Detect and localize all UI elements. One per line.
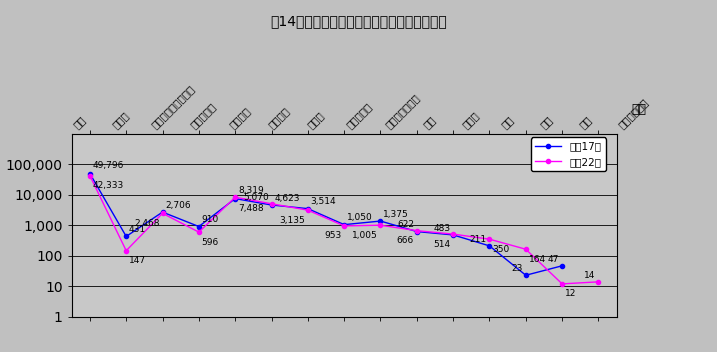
Text: 49,796: 49,796 — [92, 161, 124, 170]
Text: 1,005: 1,005 — [352, 231, 378, 240]
平成22年 — [231, 195, 239, 199]
平成22年 — [594, 280, 603, 284]
Text: 514: 514 — [433, 240, 450, 249]
Text: 14: 14 — [584, 271, 596, 280]
Text: 酪農: 酪農 — [422, 114, 438, 130]
Line: 平成22年: 平成22年 — [87, 174, 601, 286]
Legend: 平成17年, 平成22年: 平成17年, 平成22年 — [531, 137, 606, 171]
Text: 23: 23 — [512, 264, 523, 273]
平成22年 — [303, 208, 312, 212]
Text: 養豚: 養豚 — [500, 114, 516, 130]
Text: 2,468: 2,468 — [134, 219, 160, 228]
Text: 露地野菜: 露地野菜 — [227, 106, 252, 130]
平成22年 — [85, 174, 94, 178]
平成22年 — [412, 228, 421, 233]
平成17年 — [485, 244, 494, 248]
Text: 953: 953 — [324, 231, 341, 240]
Text: 1,050: 1,050 — [347, 213, 373, 222]
平成22年 — [558, 282, 566, 286]
Text: 4,623: 4,623 — [275, 194, 300, 203]
Text: 596: 596 — [201, 238, 219, 247]
平成17年 — [85, 171, 94, 176]
Text: 部門: 部門 — [631, 103, 646, 116]
Text: 350: 350 — [493, 245, 510, 254]
平成22年 — [340, 224, 348, 228]
Text: 666: 666 — [397, 236, 414, 245]
Text: 8,319: 8,319 — [238, 186, 264, 195]
平成22年 — [521, 247, 530, 251]
Text: 164: 164 — [528, 255, 546, 264]
Text: 3,135: 3,135 — [280, 216, 305, 225]
Text: その他の農作物: その他の農作物 — [383, 92, 421, 130]
平成17年 — [267, 203, 276, 207]
平成17年 — [122, 234, 130, 239]
Text: 養蚕: 養蚕 — [578, 114, 594, 130]
平成17年 — [376, 219, 385, 223]
Line: 平成17年: 平成17年 — [87, 171, 564, 277]
Text: 麦類作: 麦類作 — [110, 110, 131, 130]
Text: 肉用牛: 肉用牛 — [461, 110, 481, 130]
Text: 雑穀・いも類・豆類: 雑穀・いも類・豆類 — [150, 83, 196, 130]
Text: 211: 211 — [470, 235, 487, 244]
平成17年 — [521, 273, 530, 277]
Text: 稲作: 稲作 — [72, 114, 87, 130]
Text: 工芸農作物: 工芸農作物 — [189, 101, 218, 130]
平成22年 — [267, 202, 276, 206]
Text: その他の畜産: その他の畜産 — [617, 97, 650, 130]
Text: 果樹類: 果樹類 — [305, 110, 326, 130]
Text: 1,375: 1,375 — [384, 210, 409, 219]
平成17年 — [449, 233, 457, 237]
平成22年 — [158, 211, 167, 215]
Text: 施設野菜: 施設野菜 — [266, 106, 291, 130]
Text: 431: 431 — [129, 225, 146, 234]
平成22年 — [449, 232, 457, 236]
Text: 910: 910 — [201, 215, 219, 224]
平成17年 — [340, 222, 348, 227]
Text: 147: 147 — [129, 256, 146, 265]
平成17年 — [303, 207, 312, 211]
Text: 7,488: 7,488 — [238, 204, 264, 213]
Text: 47: 47 — [548, 254, 559, 264]
Text: 養鶏: 養鶏 — [538, 114, 555, 130]
Text: 3,514: 3,514 — [310, 197, 336, 207]
Text: 622: 622 — [397, 220, 414, 230]
Text: 5,070: 5,070 — [243, 193, 269, 202]
平成22年 — [485, 237, 494, 241]
Text: 花き・花木: 花き・花木 — [344, 101, 374, 130]
平成17年 — [412, 230, 421, 234]
平成17年 — [158, 210, 167, 214]
平成22年 — [376, 223, 385, 227]
平成17年 — [558, 264, 566, 268]
Text: 42,333: 42,333 — [92, 181, 124, 190]
Text: 2,706: 2,706 — [166, 201, 191, 210]
平成17年 — [194, 225, 203, 229]
Text: 図14　農産物販売金額１位の部門別経営体数: 図14 農産物販売金額１位の部門別経営体数 — [270, 14, 447, 28]
Text: 12: 12 — [565, 289, 576, 298]
平成17年 — [231, 196, 239, 201]
平成22年 — [194, 230, 203, 234]
平成22年 — [122, 249, 130, 253]
Text: 483: 483 — [433, 224, 450, 233]
